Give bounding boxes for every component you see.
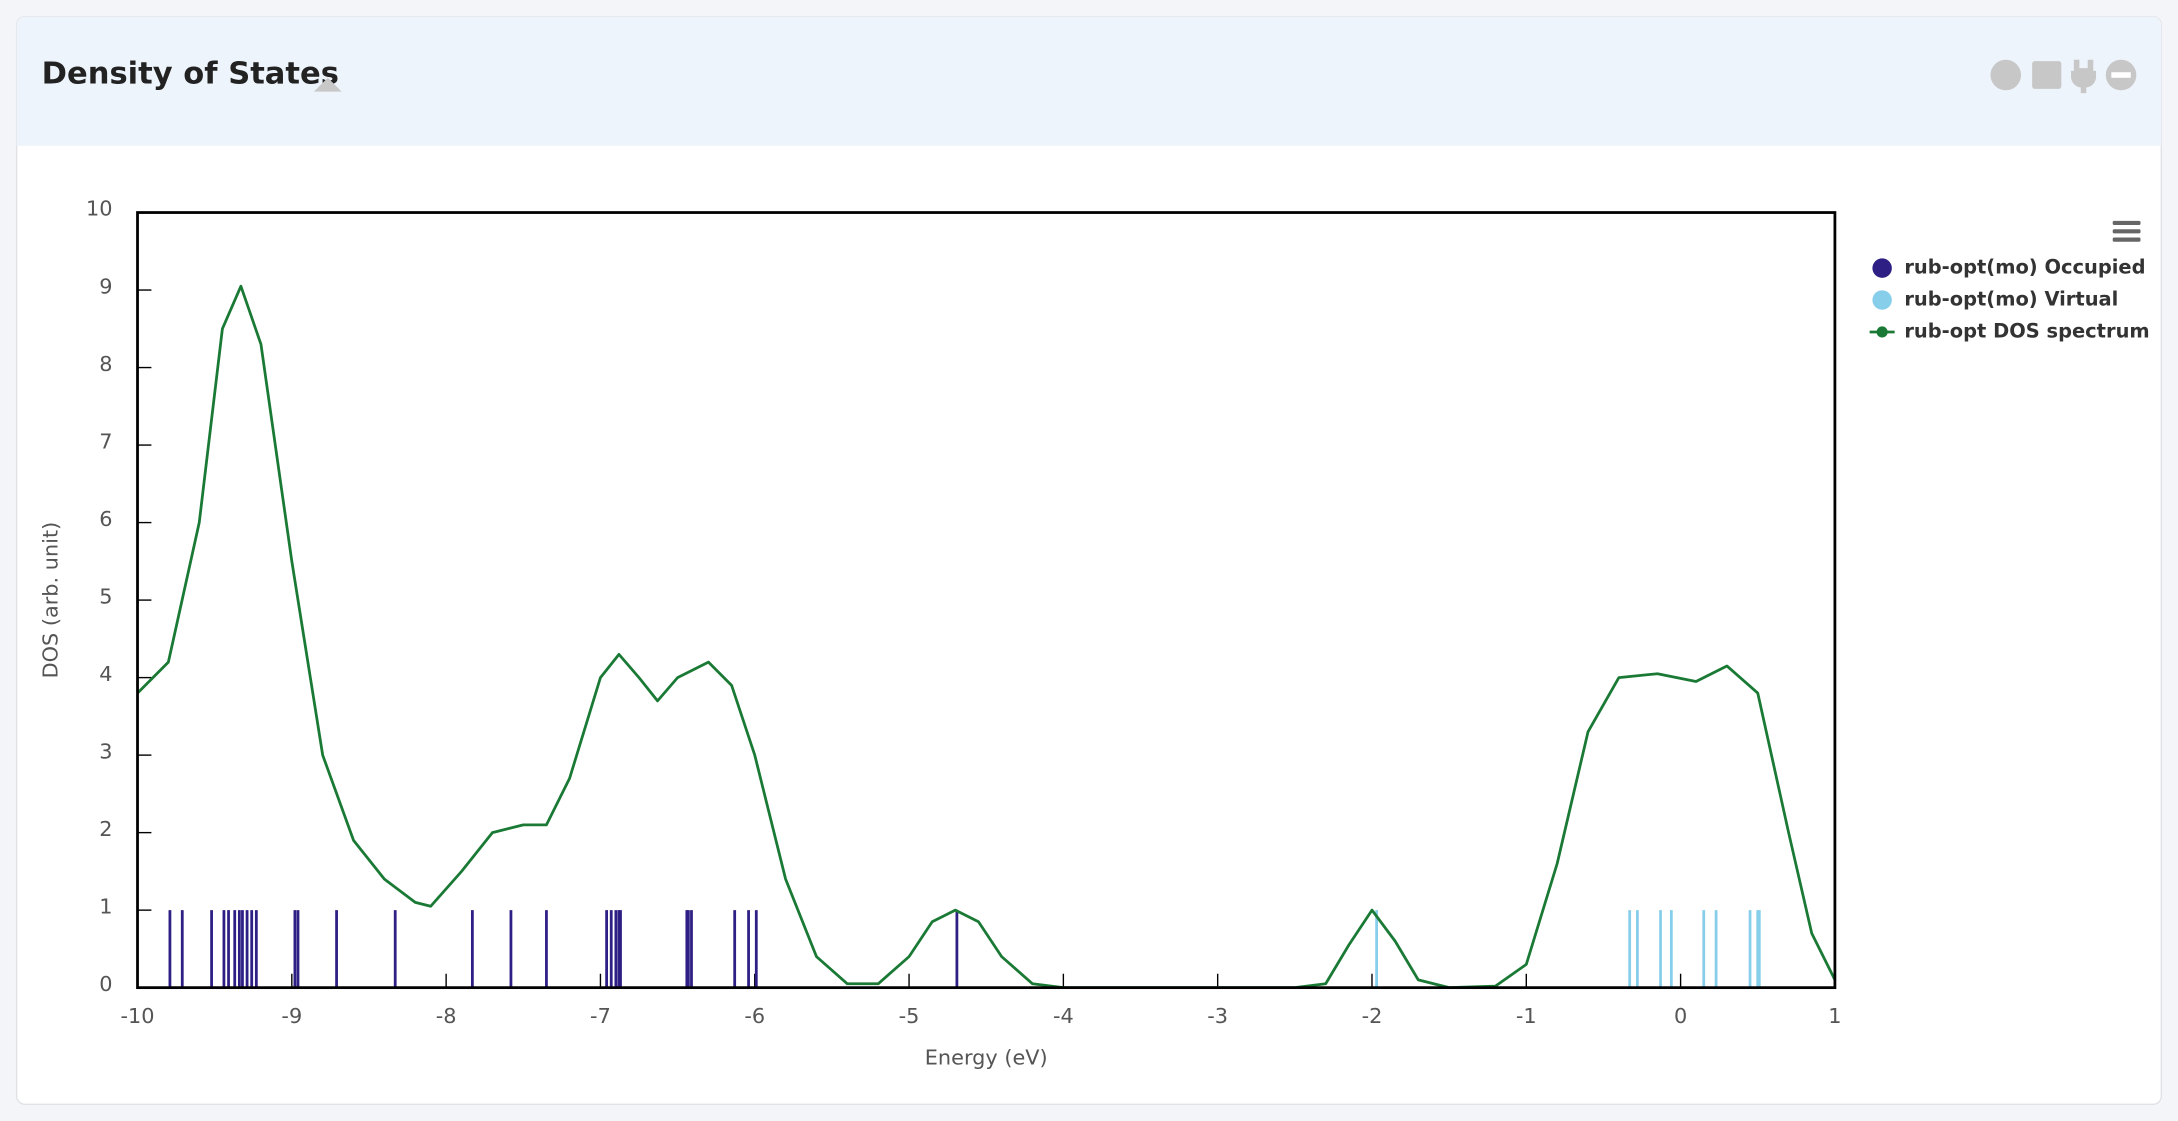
x-axis-title: Energy (eV) <box>925 1045 1048 1069</box>
legend-marker <box>1872 290 1892 310</box>
x-tick-label: -6 <box>744 1004 765 1028</box>
y-tick-label: 0 <box>99 972 112 996</box>
y-tick-label: 3 <box>99 739 112 763</box>
legend-marker <box>1872 258 1892 278</box>
x-tick-label: -2 <box>1362 1004 1383 1028</box>
y-tick-label: 9 <box>99 274 112 298</box>
x-tick-label: 0 <box>1674 1004 1687 1028</box>
y-tick-label: 8 <box>99 352 112 376</box>
note-icon[interactable] <box>2032 61 2062 89</box>
y-tick-label: 10 <box>86 197 113 221</box>
legend-item[interactable]: rub-opt(mo) Occupied <box>1872 256 2146 279</box>
help-icon[interactable] <box>1990 59 2022 91</box>
legend-label: rub-opt(mo) Occupied <box>1904 256 2145 279</box>
close-icon-bar <box>2111 72 2131 78</box>
plugin-icon[interactable] <box>2071 59 2097 94</box>
x-tick-label: -8 <box>436 1004 457 1028</box>
dos-line <box>136 284 1837 990</box>
legend-item[interactable]: rub-opt(mo) Virtual <box>1872 288 2118 311</box>
y-tick-label: 6 <box>99 507 112 531</box>
x-tick-label: -1 <box>1516 1004 1537 1028</box>
x-tick-label: -9 <box>281 1004 302 1028</box>
legend-item[interactable]: rub-opt DOS spectrum <box>1869 319 2150 342</box>
x-tick-label: -7 <box>590 1004 611 1028</box>
menu-bar <box>2112 220 2141 226</box>
x-tick-label: 1 <box>1828 1004 1841 1028</box>
y-tick-label: 2 <box>99 817 112 841</box>
y-tick-label: 7 <box>99 429 112 453</box>
menu-bar <box>2112 229 2141 234</box>
legend-label: rub-opt(mo) Virtual <box>1904 288 2118 311</box>
chart-menu[interactable] <box>2112 220 2141 242</box>
legend-marker <box>1876 326 1888 338</box>
y-tick-label: 1 <box>99 894 112 918</box>
y-axis-title: DOS (arb. unit) <box>38 522 62 679</box>
x-tick-label: -4 <box>1053 1004 1074 1028</box>
menu-bar <box>2112 237 2141 242</box>
header-tools <box>1990 59 2137 94</box>
y-tick-label: 4 <box>99 662 112 686</box>
panel-title: Density of States <box>42 57 339 92</box>
panel <box>15 15 2163 1106</box>
panel-header <box>16 16 2162 146</box>
legend-label: rub-opt DOS spectrum <box>1904 319 2149 342</box>
collapse-toggle[interactable] <box>313 77 342 92</box>
x-tick-label: -5 <box>899 1004 920 1028</box>
y-tick-label: 5 <box>99 584 112 608</box>
legend: rub-opt(mo) Occupied rub-opt(mo) Virtual r… <box>1869 256 2150 342</box>
x-tick-label: -3 <box>1207 1004 1228 1028</box>
plot-frame <box>136 211 1837 990</box>
x-tick-label: -10 <box>120 1004 154 1028</box>
